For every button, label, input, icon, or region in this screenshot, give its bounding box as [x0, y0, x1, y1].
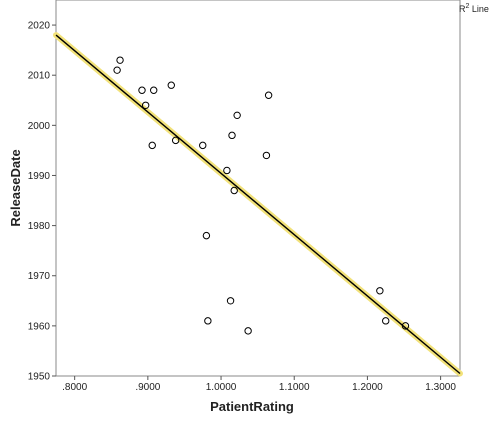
data-point [150, 86, 158, 94]
data-point [244, 327, 252, 335]
regression-line [55, 34, 461, 375]
legend-label-tail: Line [469, 4, 489, 14]
legend-r2-line: R2 Line [459, 3, 489, 14]
y-tick-label: 1950 [28, 372, 51, 383]
y-tick-label: 2020 [28, 21, 51, 32]
data-point [262, 151, 271, 160]
y-tick-label: 2010 [28, 71, 51, 82]
data-point [171, 136, 180, 145]
x-tick-label: 1.0000 [206, 382, 237, 393]
data-point [226, 297, 235, 305]
x-tick-label: .8000 [62, 382, 87, 393]
y-tick-label: 1990 [28, 171, 51, 182]
y-tick-label: 1970 [28, 271, 51, 282]
data-point [199, 141, 207, 150]
data-point [233, 111, 241, 120]
x-tick-label: 1.1000 [279, 382, 310, 393]
data-point [264, 91, 273, 99]
data-point [202, 231, 211, 240]
data-point [204, 317, 212, 325]
x-tick-label: .9000 [135, 382, 160, 393]
x-axis-title: PatientRating [210, 399, 294, 414]
data-point [116, 56, 124, 64]
data-point [376, 287, 384, 295]
x-tick-label: 1.2000 [352, 382, 383, 393]
regression-line-group [53, 32, 463, 377]
y-tick-label: 1960 [28, 321, 51, 332]
y-tick-label: 2000 [28, 121, 51, 132]
data-point [382, 317, 390, 325]
x-tick-label: 1.3000 [425, 382, 456, 393]
data-point [230, 186, 238, 195]
data-point [113, 66, 121, 74]
data-point [148, 141, 156, 150]
y-tick-label: 1980 [28, 221, 51, 232]
legend-label-sup: 2 [466, 3, 470, 10]
data-point [167, 81, 175, 89]
data-points [113, 56, 410, 335]
data-point [401, 322, 410, 330]
data-point [228, 131, 236, 140]
x-axis-ticks: .8000 .9000 1.0000 1.1000 1.2000 1.3000 [62, 376, 456, 393]
y-axis-title: ReleaseDate [8, 149, 23, 226]
data-point [223, 166, 231, 175]
data-point [138, 86, 146, 94]
legend-label-base: R [459, 4, 466, 14]
data-point [141, 101, 150, 109]
y-axis-ticks: 1950 1960 1970 1980 1990 2000 2010 2020 [28, 21, 56, 383]
